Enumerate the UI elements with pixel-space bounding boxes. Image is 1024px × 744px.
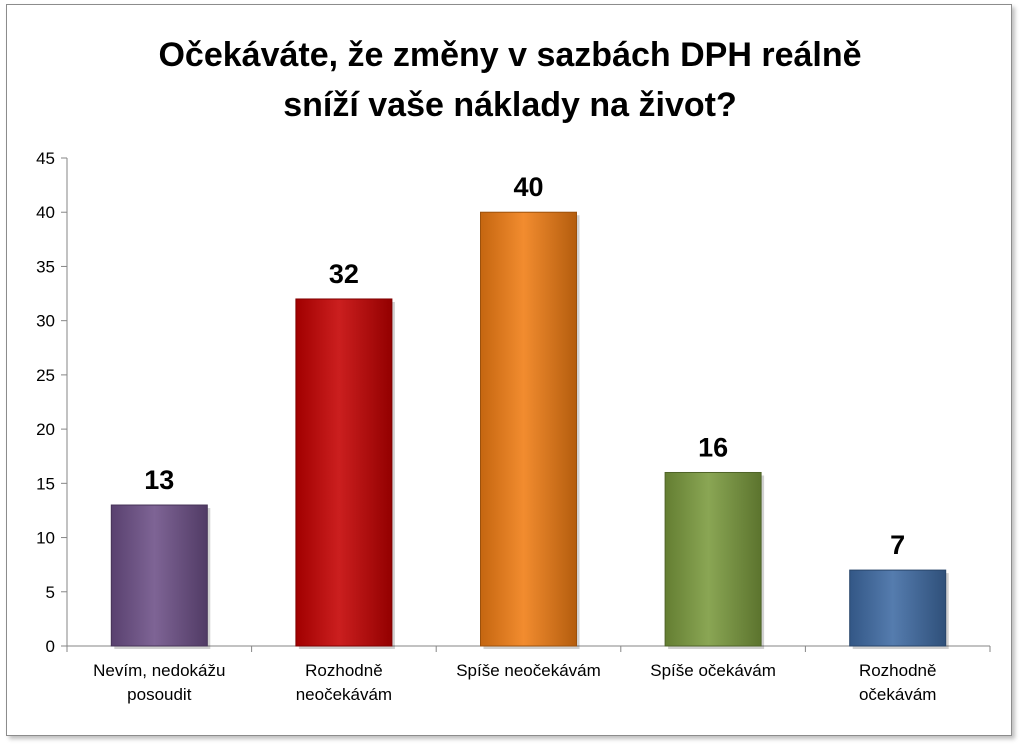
y-tick-label: 20 xyxy=(36,420,55,439)
bar-value-label: 16 xyxy=(698,432,728,462)
x-tick-label: Nevím, nedokážu posoudit xyxy=(93,661,225,704)
labels: 13 Nevím, nedokážu posoudit 32 Rozhodně neoče… xyxy=(93,172,936,704)
y-tick-label: 0 xyxy=(46,637,55,656)
y-tick-label: 40 xyxy=(36,203,55,222)
x-tick-label: Spíše neočekávám xyxy=(456,661,601,680)
y-tick-label: 45 xyxy=(36,149,55,168)
bar xyxy=(295,298,393,647)
axes: 0 5 10 15 20 25 30 35 40 45 xyxy=(36,149,991,656)
bar xyxy=(664,471,762,647)
chart-title-line-1: Očekáváte, že změny v sazbách DPH reálně xyxy=(158,36,862,74)
bar-value-label: 40 xyxy=(513,172,543,202)
y-tick-label: 35 xyxy=(36,257,55,276)
y-tick-label: 30 xyxy=(36,312,55,331)
bar-value-label: 7 xyxy=(890,530,905,560)
x-tick-label: Spíše očekávám xyxy=(650,661,776,680)
x-tick-label: Rozhodně neočekávám xyxy=(296,661,392,704)
y-tick-label: 25 xyxy=(36,366,55,385)
y-tick-label: 10 xyxy=(36,529,55,548)
y-tick-label: 5 xyxy=(46,583,55,602)
bar xyxy=(849,569,947,647)
y-tick-label: 15 xyxy=(36,474,55,493)
bar-value-label: 32 xyxy=(329,259,359,289)
chart-title: Očekáváte, že změny v sazbách DPH reálně… xyxy=(60,30,960,130)
bar-value-label: 13 xyxy=(144,465,174,495)
bars xyxy=(110,211,949,649)
bar xyxy=(110,504,208,647)
chart-title-line-2: sníží vaše náklady na život? xyxy=(283,86,737,124)
x-tick-label: Rozhodně očekávám xyxy=(859,661,937,704)
bar xyxy=(480,211,577,647)
